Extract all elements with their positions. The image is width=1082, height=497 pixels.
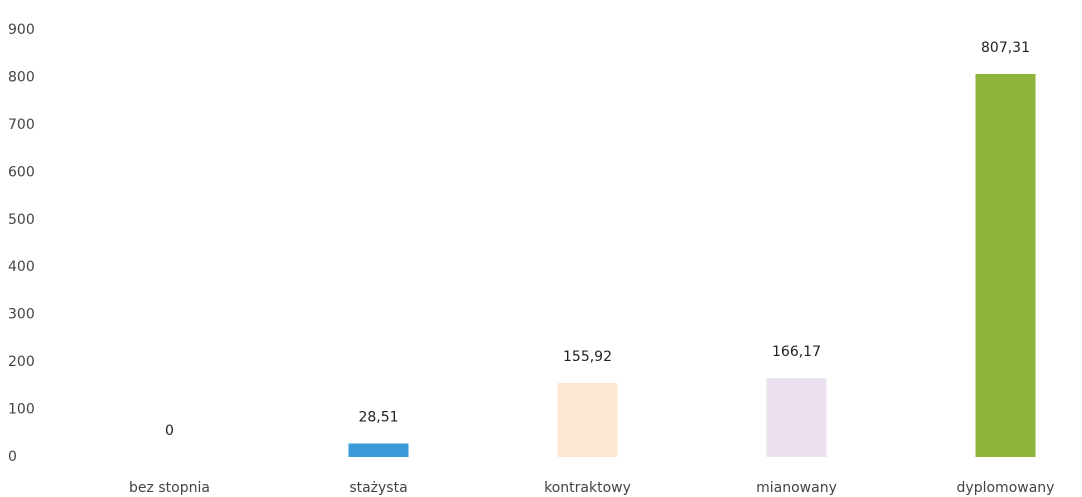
y-tick-label: 0 [8, 449, 17, 465]
y-tick-label: 900 [8, 22, 35, 38]
x-tick-label: kontraktowy [544, 480, 631, 496]
data-label: 155,92 [563, 349, 612, 365]
y-tick-label: 800 [8, 69, 35, 85]
data-label: 0 [165, 423, 174, 439]
data-label: 807,31 [981, 40, 1030, 56]
y-tick-label: 700 [8, 117, 35, 133]
bar [766, 378, 827, 457]
x-tick-label: mianowany [756, 480, 837, 496]
y-tick-label: 200 [8, 354, 35, 370]
y-tick-label: 500 [8, 212, 35, 228]
x-tick-label: bez stopnia [129, 480, 210, 496]
y-tick-label: 600 [8, 164, 35, 180]
bar [557, 383, 618, 457]
x-tick-label: stażysta [349, 480, 407, 496]
y-tick-label: 400 [8, 259, 35, 275]
bar [348, 443, 409, 457]
x-tick-label: dyplomowany [957, 480, 1055, 496]
y-tick-label: 100 [8, 402, 35, 418]
data-label: 166,17 [772, 344, 821, 360]
data-label: 28,51 [358, 409, 398, 425]
bar [975, 73, 1036, 457]
y-tick-label: 300 [8, 307, 35, 323]
